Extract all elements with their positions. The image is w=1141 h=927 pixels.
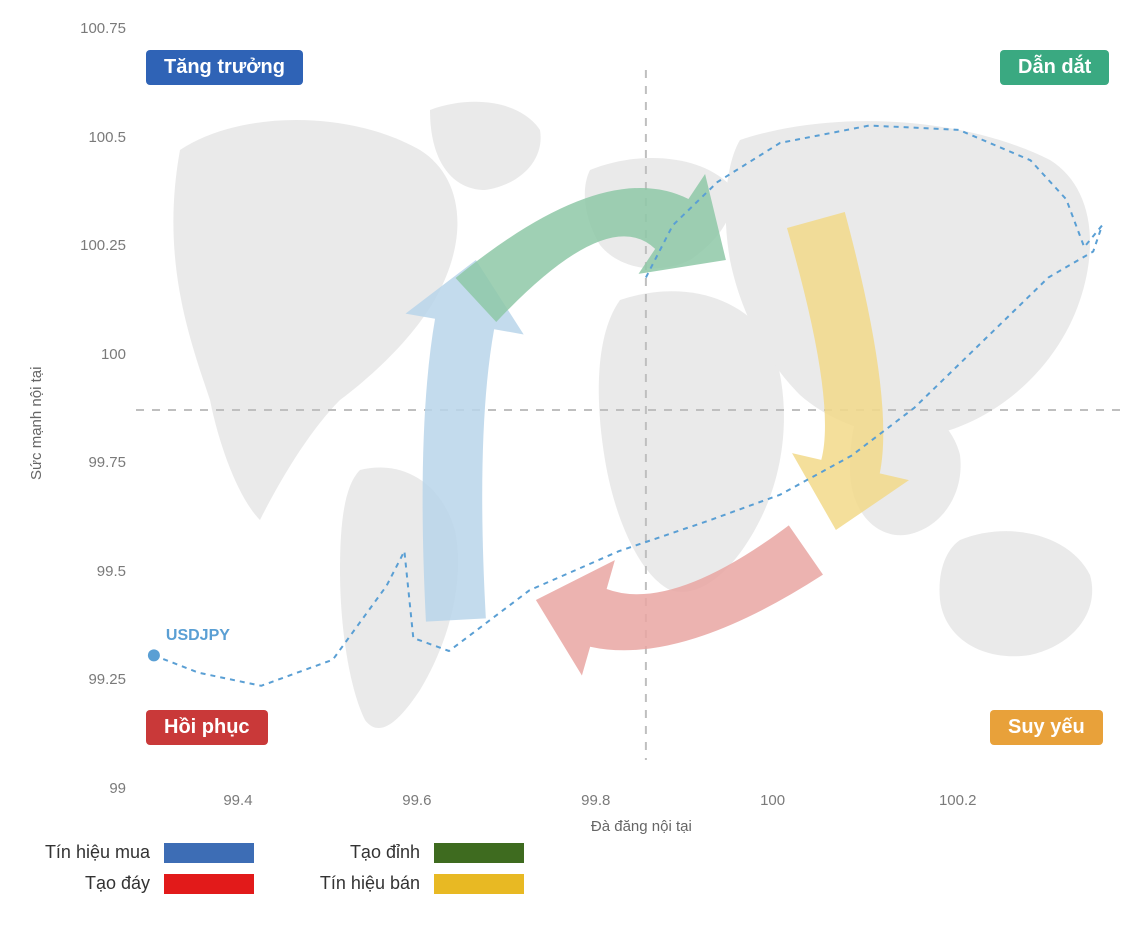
legend-item-swatch [164,874,254,894]
legend-item-swatch [434,843,524,863]
quadrant-label-bot_right: Suy yếu [990,710,1103,745]
legend-item-label: Tạo đáy [30,873,150,894]
x-tick-label: 100 [760,792,785,809]
legend-item-label: Tạo đỉnh [300,842,420,863]
legend-item: Tín hiệu mua [30,842,254,863]
y-tick-label: 99 [109,780,126,797]
y-tick-label: 99.75 [88,454,126,471]
legend-item-swatch [434,874,524,894]
legend: Tín hiệu mua Tạo đáy Tạo đỉnh Tín hiệu bán [30,842,524,904]
legend-item-label: Tín hiệu mua [30,842,150,863]
legend-item-swatch [164,843,254,863]
quadrant-label-top_right: Dẫn dắt [1000,50,1109,85]
y-tick-label: 100 [101,346,126,363]
series-endpoint-marker [148,649,160,661]
legend-item: Tạo đỉnh [300,842,524,863]
x-tick-label: 100.2 [939,792,977,809]
y-tick-label: 99.25 [88,671,126,688]
y-tick-label: 100.5 [88,129,126,146]
x-tick-label: 99.8 [581,792,610,809]
y-tick-label: 100.25 [80,237,126,254]
quadrant-label-bot_left: Hồi phục [146,710,268,745]
x-tick-label: 99.6 [402,792,431,809]
legend-item: Tạo đáy [30,873,254,894]
y-tick-label: 100.75 [80,20,126,37]
chart-svg [0,0,1141,927]
legend-item-label: Tín hiệu bán [300,873,420,894]
x-axis-title: Đà đăng nội tại [591,818,692,835]
quadrant-label-top_left: Tăng trưởng [146,50,303,85]
y-axis-title: Sức mạnh nội tại [28,367,45,480]
x-tick-label: 99.4 [223,792,252,809]
legend-item: Tín hiệu bán [300,873,524,894]
y-tick-label: 99.5 [97,563,126,580]
series-label: USDJPY [166,627,230,645]
